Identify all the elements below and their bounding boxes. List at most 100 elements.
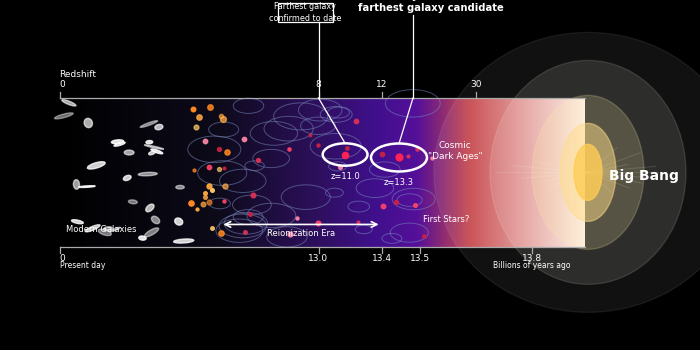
Point <box>340 152 351 158</box>
Point <box>239 136 250 142</box>
Text: 13.8: 13.8 <box>522 254 542 264</box>
Point <box>214 166 225 172</box>
Text: 12: 12 <box>376 80 387 89</box>
Point <box>284 147 295 152</box>
Point <box>203 183 214 189</box>
Ellipse shape <box>111 140 124 144</box>
Ellipse shape <box>71 220 83 224</box>
Text: z=13.3: z=13.3 <box>384 178 414 187</box>
Point <box>199 190 211 196</box>
Point <box>342 145 353 151</box>
Point <box>244 211 256 217</box>
Text: Farthest galaxy
confirmed to date: Farthest galaxy confirmed to date <box>269 2 342 23</box>
Ellipse shape <box>109 227 120 232</box>
Point <box>418 233 429 239</box>
Point <box>304 132 316 138</box>
Ellipse shape <box>78 186 95 188</box>
Point <box>199 138 211 144</box>
Ellipse shape <box>434 33 700 313</box>
Point <box>402 153 413 158</box>
Text: z=11.0: z=11.0 <box>330 172 360 181</box>
Text: Redshift: Redshift <box>60 70 97 79</box>
Point <box>391 199 402 204</box>
Text: Reionization Era: Reionization Era <box>267 229 335 238</box>
Point <box>218 198 230 204</box>
Ellipse shape <box>175 218 183 225</box>
Point <box>410 202 421 208</box>
Text: First Stars?: First Stars? <box>424 216 470 224</box>
Ellipse shape <box>560 124 616 222</box>
Point <box>218 165 229 170</box>
Point <box>204 164 215 169</box>
Text: Present day: Present day <box>60 261 105 270</box>
Text: Billions of years ago: Billions of years ago <box>494 261 570 270</box>
Point <box>197 201 209 206</box>
Point <box>427 155 438 161</box>
Text: 13.4: 13.4 <box>372 254 391 264</box>
Point <box>190 124 202 130</box>
Ellipse shape <box>146 140 153 144</box>
Point <box>313 220 324 225</box>
Point <box>216 230 227 236</box>
Text: 30: 30 <box>470 80 482 89</box>
Point <box>291 215 302 220</box>
Point <box>312 142 323 148</box>
Ellipse shape <box>62 100 76 106</box>
Point <box>350 118 361 123</box>
Point <box>248 193 259 198</box>
Ellipse shape <box>74 180 80 189</box>
Ellipse shape <box>124 150 134 155</box>
Ellipse shape <box>574 144 602 200</box>
Point <box>204 199 215 205</box>
Ellipse shape <box>128 200 137 204</box>
Point <box>393 155 405 160</box>
Point <box>352 219 363 225</box>
Ellipse shape <box>151 216 160 224</box>
Text: Cosmic
"Dark Ages": Cosmic "Dark Ages" <box>428 141 482 161</box>
Ellipse shape <box>532 95 644 250</box>
Ellipse shape <box>84 118 92 128</box>
Text: 0: 0 <box>60 80 65 89</box>
Point <box>221 149 232 155</box>
Point <box>239 230 251 235</box>
Point <box>252 158 263 163</box>
Ellipse shape <box>151 149 162 154</box>
Ellipse shape <box>55 113 73 119</box>
Text: Big Bang: Big Bang <box>609 169 679 183</box>
Text: 13.0: 13.0 <box>309 254 328 264</box>
Ellipse shape <box>140 121 158 127</box>
Ellipse shape <box>138 172 158 176</box>
Ellipse shape <box>98 229 111 236</box>
Point <box>193 114 204 120</box>
Ellipse shape <box>144 228 159 237</box>
Ellipse shape <box>139 236 146 240</box>
Point <box>191 206 202 211</box>
Point <box>213 146 224 152</box>
Point <box>206 225 218 231</box>
Point <box>206 187 217 192</box>
Ellipse shape <box>146 204 154 212</box>
Ellipse shape <box>148 151 155 155</box>
Text: 13.5: 13.5 <box>410 254 430 264</box>
Point <box>218 116 229 121</box>
Point <box>205 104 216 110</box>
Ellipse shape <box>144 145 164 149</box>
Point <box>335 164 346 170</box>
Point <box>185 200 196 205</box>
Ellipse shape <box>176 186 184 189</box>
Point <box>377 152 388 157</box>
Ellipse shape <box>174 239 194 243</box>
Point <box>285 231 296 236</box>
Point <box>412 147 423 152</box>
Ellipse shape <box>155 124 163 130</box>
Bar <box>278 3 332 22</box>
Point <box>215 114 226 119</box>
Text: Modern Galaxies: Modern Galaxies <box>66 225 136 234</box>
Ellipse shape <box>123 175 131 181</box>
Point <box>188 106 199 112</box>
Point <box>377 203 388 209</box>
Text: 0: 0 <box>60 254 65 264</box>
Ellipse shape <box>490 60 686 285</box>
Ellipse shape <box>85 225 100 232</box>
Text: Newly-identified
farthest galaxy candidate: Newly-identified farthest galaxy candida… <box>358 0 503 13</box>
